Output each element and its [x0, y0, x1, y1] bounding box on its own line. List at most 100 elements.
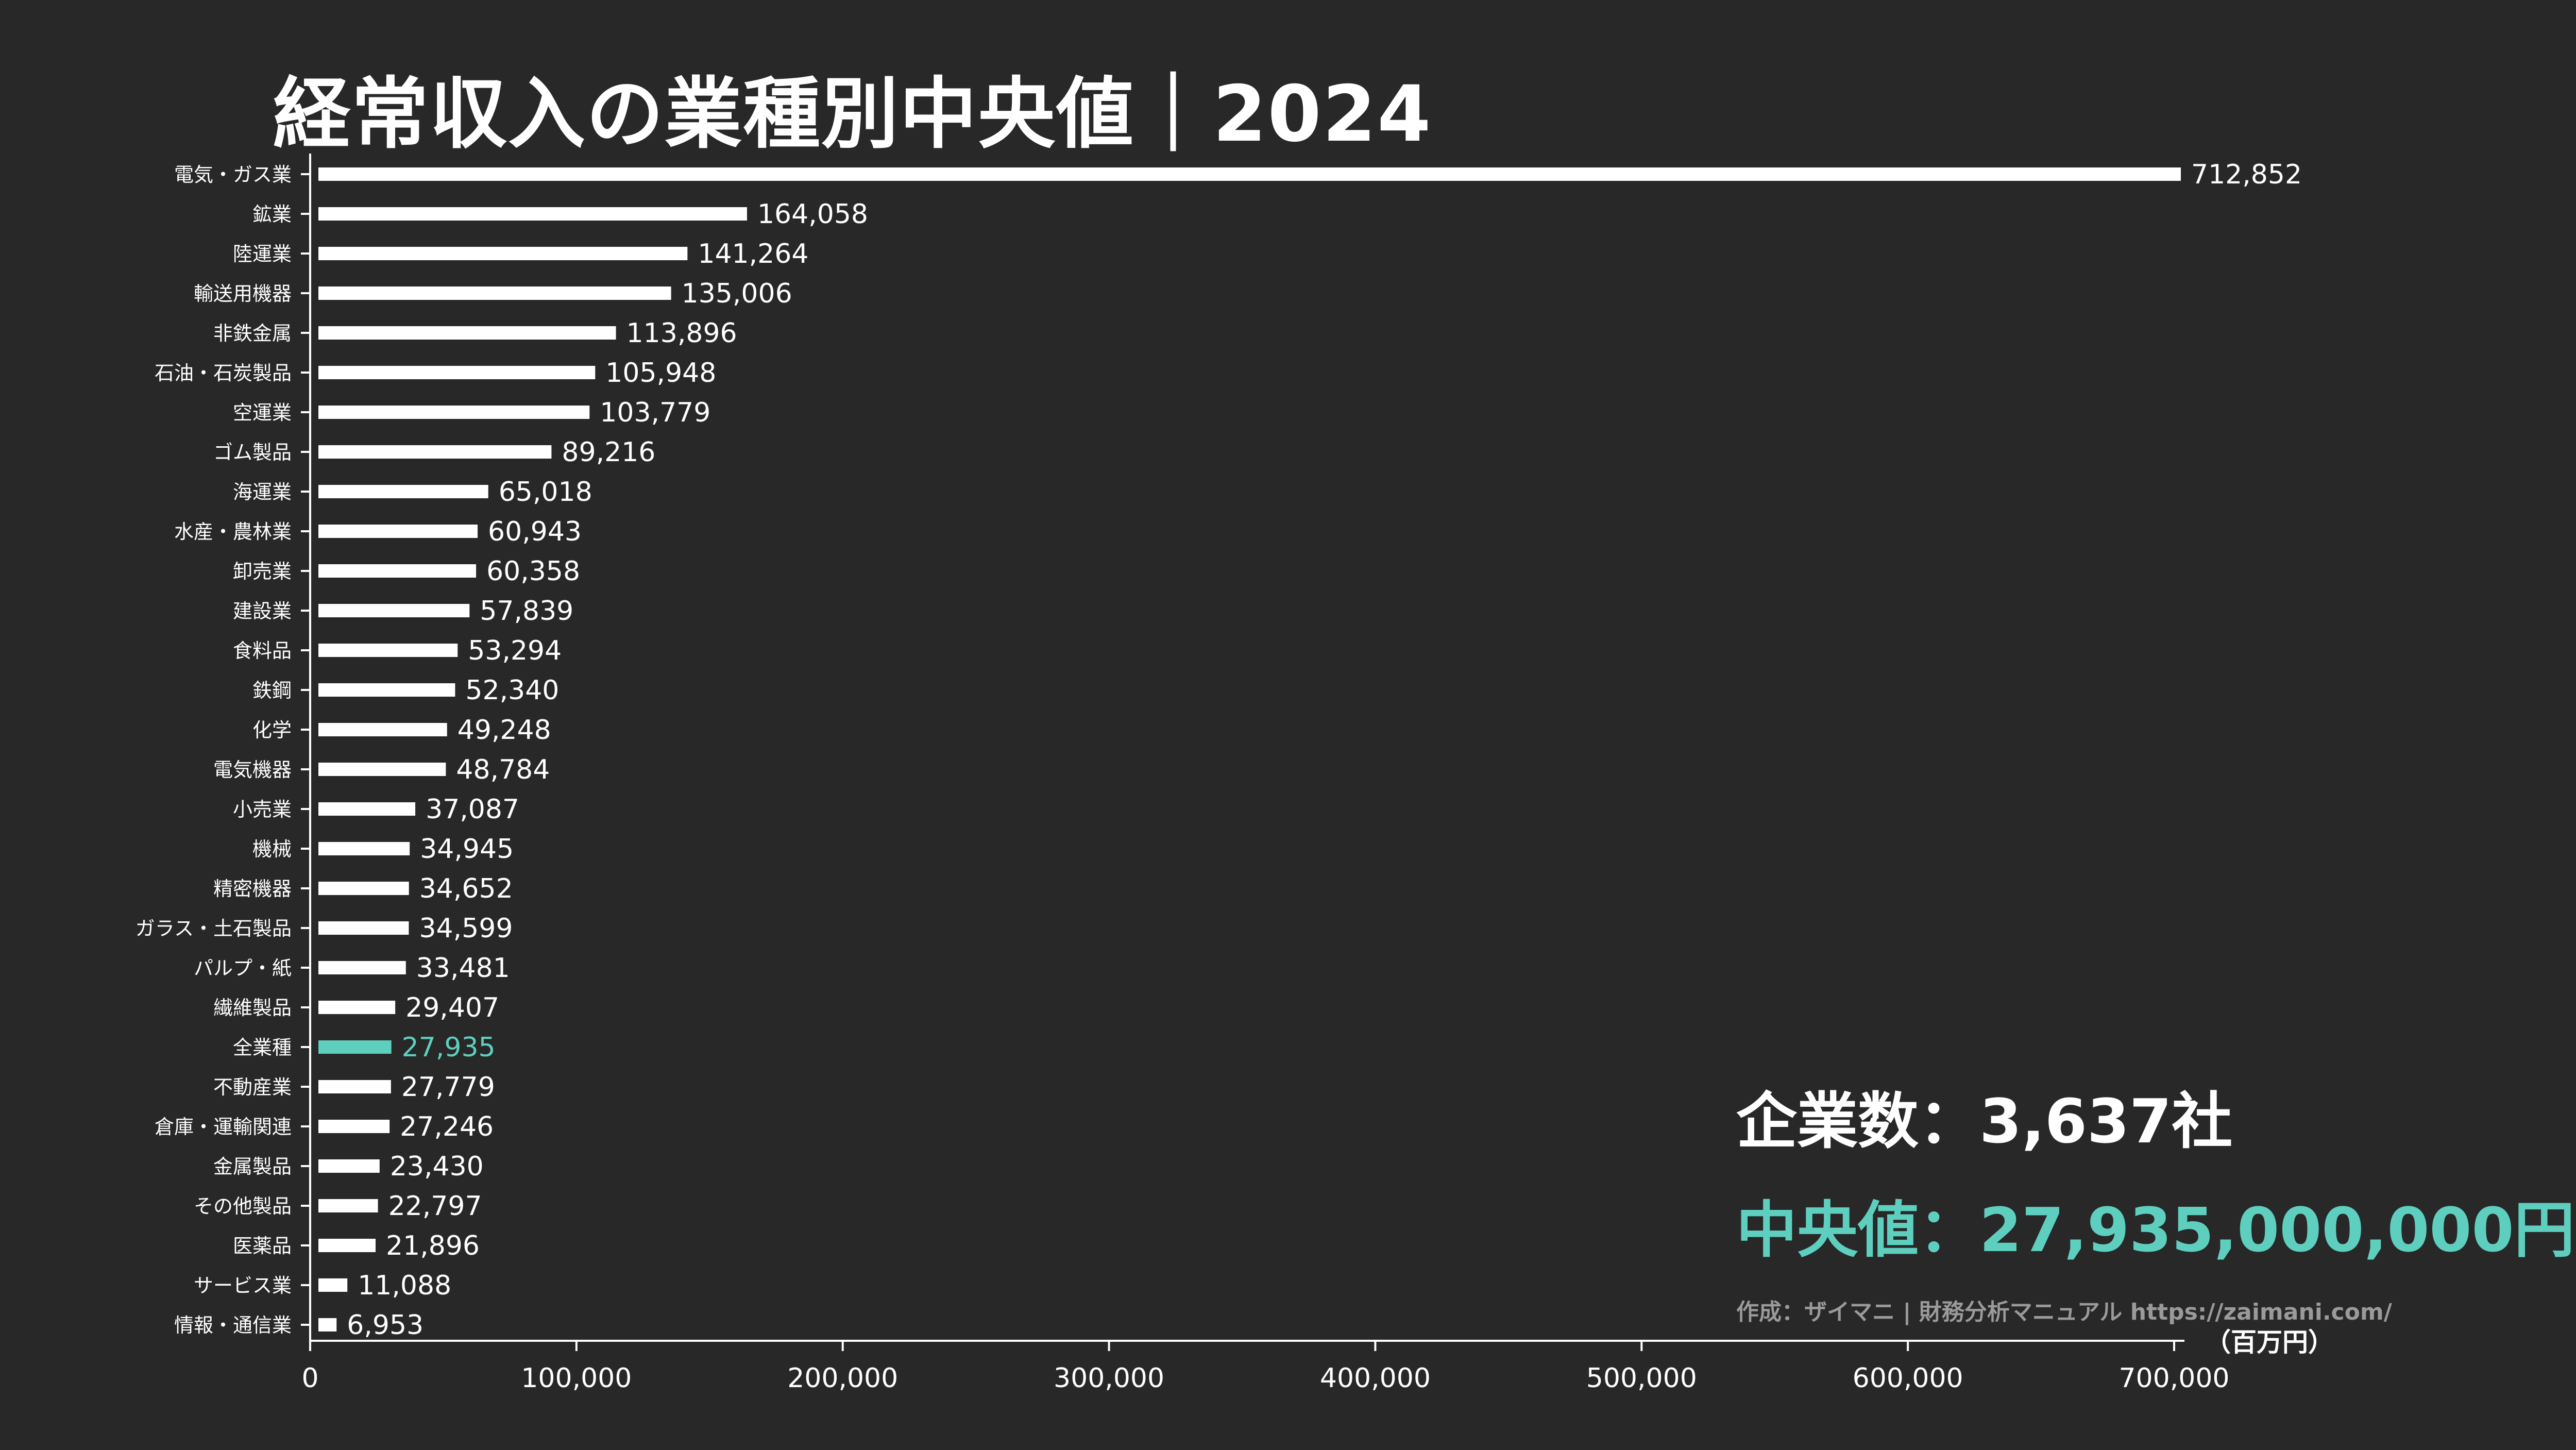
value-label: 34,599	[419, 913, 513, 944]
category-label: 精密機器	[213, 878, 292, 900]
value-label: 33,481	[416, 953, 510, 984]
bar	[318, 961, 406, 974]
bar	[318, 1278, 348, 1292]
category-label: 海運業	[233, 481, 292, 503]
category-label: 金属製品	[213, 1155, 292, 1178]
credit-text: 作成：ザイマニ | 財務分析マニュアル https://zaimani.com/	[1736, 1299, 2392, 1325]
value-label: 49,248	[457, 715, 551, 746]
bar	[318, 1239, 376, 1252]
chart-title: 経常収入の業種別中央値｜2024	[273, 70, 1432, 159]
value-label: 712,852	[2191, 159, 2302, 190]
bar	[318, 1001, 396, 1014]
x-tick-label: 300,000	[1054, 1363, 1164, 1394]
value-label: 21,896	[386, 1230, 480, 1261]
x-tick-label: 200,000	[787, 1363, 898, 1394]
category-label: 卸売業	[233, 560, 292, 583]
value-label: 65,018	[499, 477, 592, 508]
value-label: 48,784	[456, 754, 550, 785]
median-value: 中央値：27,935,000,000円	[1736, 1194, 2575, 1266]
value-label: 27,779	[401, 1072, 495, 1103]
category-label: 非鉄金属	[213, 322, 292, 345]
value-label: 27,935	[402, 1032, 496, 1063]
value-label: 22,797	[388, 1191, 482, 1222]
x-tick-label: 600,000	[1853, 1363, 1963, 1394]
bar	[318, 1199, 378, 1212]
bar	[318, 842, 410, 855]
value-label: 23,430	[390, 1151, 484, 1182]
category-label: 情報・通信業	[174, 1314, 292, 1337]
value-label: 113,896	[626, 318, 737, 349]
bar	[318, 1120, 390, 1133]
value-label: 164,058	[757, 199, 868, 230]
bar	[318, 1159, 380, 1173]
bar	[318, 366, 596, 379]
category-label: 電気・ガス業	[174, 163, 292, 186]
value-label: 57,839	[480, 596, 573, 627]
axis-layer: 0 100,000 200,000 300,000 400,000 500,000 600,…	[301, 154, 2334, 1394]
x-tick-label: 700,000	[2119, 1363, 2229, 1394]
company-count: 企業数：3,637社	[1736, 1086, 2233, 1157]
bar	[318, 326, 616, 340]
category-label: 水産・農林業	[174, 520, 292, 543]
bar	[318, 564, 477, 578]
bar	[318, 1080, 391, 1093]
category-label: 食料品	[233, 639, 292, 662]
bar	[318, 921, 409, 935]
value-label: 135,006	[682, 278, 792, 309]
category-label: その他製品	[194, 1195, 292, 1218]
summary-box: 企業数：3,637社 中央値：27,935,000,000円 作成：ザイマニ |…	[1736, 1072, 2575, 1326]
category-label: 陸運業	[233, 243, 292, 265]
category-label: 鉱業	[252, 203, 292, 226]
value-label: 141,264	[698, 239, 808, 269]
category-label: 医薬品	[233, 1235, 292, 1257]
bar	[318, 525, 478, 538]
bar	[318, 683, 455, 697]
x-tick-label: 500,000	[1586, 1363, 1697, 1394]
bar	[318, 882, 409, 895]
bar	[318, 207, 747, 221]
bar	[318, 247, 688, 260]
value-label: 34,652	[419, 873, 513, 904]
bar	[318, 167, 2181, 181]
bar	[318, 644, 458, 657]
value-label: 89,216	[562, 437, 655, 468]
value-label: 60,943	[488, 516, 582, 547]
category-label: 不動産業	[213, 1076, 292, 1099]
x-tick-label: 100,000	[521, 1363, 632, 1394]
unit-label: （百万円）	[2205, 1327, 2334, 1357]
category-label: ゴム製品	[213, 441, 292, 464]
bars-layer: 電気・ガス業 712,852 鉱業 164,058 陸運業 141,264 輸送用機器 135…	[135, 159, 2302, 1341]
value-label: 103,779	[600, 397, 710, 428]
category-label: 化学	[252, 719, 292, 741]
category-label: 輸送用機器	[194, 282, 292, 305]
value-label: 37,087	[426, 794, 519, 825]
value-label: 27,246	[400, 1111, 494, 1142]
bar	[318, 445, 552, 459]
category-label: 全業種	[233, 1036, 292, 1059]
bar	[318, 485, 488, 498]
value-label: 11,088	[358, 1270, 451, 1301]
value-label: 34,945	[420, 834, 514, 865]
x-tick-label: 400,000	[1320, 1363, 1431, 1394]
category-label: サービス業	[194, 1274, 292, 1297]
category-label: 空運業	[233, 401, 292, 424]
category-label: 小売業	[233, 798, 292, 821]
value-label: 29,407	[405, 992, 499, 1023]
value-label: 52,340	[465, 675, 559, 706]
category-label: パルプ・紙	[194, 957, 292, 980]
value-label: 105,948	[605, 358, 716, 389]
bar	[318, 604, 470, 617]
category-label: 電気機器	[213, 758, 292, 781]
bar-highlight	[318, 1040, 392, 1054]
value-label: 60,358	[486, 556, 580, 587]
category-label: 鉄鋼	[252, 679, 292, 702]
bar	[318, 1318, 337, 1331]
category-label: 倉庫・運輸関連	[155, 1116, 292, 1138]
bar	[318, 763, 446, 776]
bar	[318, 286, 671, 300]
bar	[318, 723, 447, 736]
category-label: ガラス・土石製品	[135, 917, 292, 940]
category-label: 建設業	[233, 600, 292, 622]
bar	[318, 802, 416, 816]
